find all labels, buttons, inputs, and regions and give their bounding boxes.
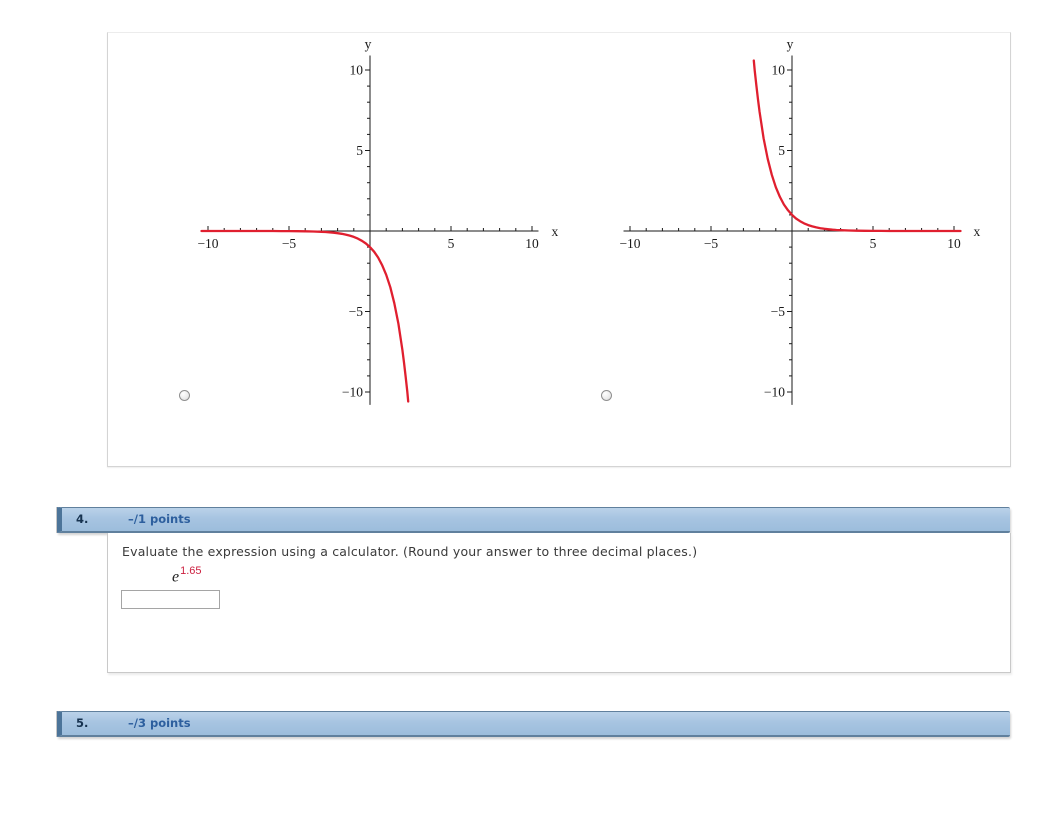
svg-text:5: 5: [356, 143, 363, 158]
svg-text:10: 10: [772, 63, 786, 78]
svg-text:y: y: [365, 37, 372, 52]
svg-text:5: 5: [870, 236, 877, 251]
question-points: –/1 points: [128, 512, 191, 526]
question-4-body: Evaluate the expression using a calculat…: [107, 533, 1011, 673]
svg-text:−5: −5: [282, 236, 297, 251]
svg-text:−10: −10: [764, 385, 785, 400]
svg-text:10: 10: [525, 236, 539, 251]
svg-text:5: 5: [448, 236, 455, 251]
svg-text:−10: −10: [342, 385, 363, 400]
svg-text:−5: −5: [704, 236, 719, 251]
left-graph-plot: −10 −5 5 10 10 5 −5 −10 y x: [197, 37, 558, 405]
math-expression: e1.65: [172, 565, 202, 586]
graph-choices-panel: −10 −5 5 10 10 5 −5 −10 y x −10 −5 5 10 10 5 −5 −10 y x: [107, 32, 1011, 467]
svg-text:5: 5: [778, 143, 785, 158]
svg-text:10: 10: [947, 236, 961, 251]
svg-text:−10: −10: [619, 236, 640, 251]
svg-text:x: x: [551, 224, 558, 239]
question-5-header: 5. –/3 points: [57, 711, 1010, 737]
question-prompt: Evaluate the expression using a calculat…: [122, 544, 698, 559]
question-4-header: 4. –/1 points: [57, 507, 1010, 533]
graph-choice-right-radio[interactable]: [601, 390, 612, 401]
svg-text:y: y: [787, 37, 794, 52]
question-number: 4.: [76, 512, 89, 526]
question-points: –/3 points: [128, 716, 191, 730]
answer-input[interactable]: [121, 590, 220, 609]
graphs-canvas: −10 −5 5 10 10 5 −5 −10 y x −10 −5 5 10 10 5 −5 −10 y x: [197, 37, 980, 405]
question-number: 5.: [76, 716, 89, 730]
svg-text:−5: −5: [771, 304, 786, 319]
right-graph-plot: −10 −5 5 10 10 5 −5 −10 y x: [619, 37, 980, 405]
svg-text:−5: −5: [349, 304, 364, 319]
graph-choice-left-radio[interactable]: [179, 390, 190, 401]
expression-exponent: 1.65: [180, 565, 202, 577]
expression-base: e: [172, 568, 180, 586]
svg-text:10: 10: [350, 63, 364, 78]
svg-text:x: x: [973, 224, 980, 239]
svg-text:−10: −10: [197, 236, 218, 251]
